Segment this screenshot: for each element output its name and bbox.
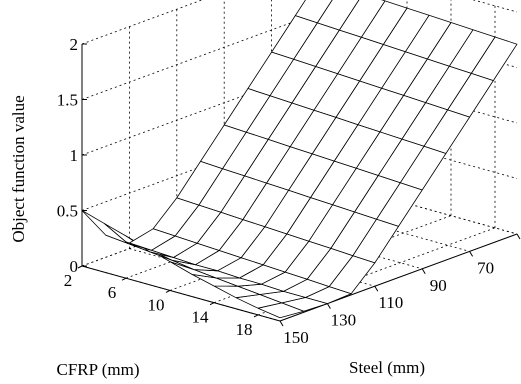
y-tick-mark (279, 320, 284, 327)
floor-gridline (257, 227, 496, 316)
tick-labels: 00.511.5226101418150130110907050 (57, 35, 521, 347)
floor-gridline (224, 213, 423, 270)
y-tick-mark (421, 268, 426, 275)
x-axis-line (81, 265, 281, 322)
x-tick-label: 2 (64, 271, 73, 290)
floor-gridline (318, 178, 518, 235)
left-wall-gridline (81, 0, 204, 45)
y-tick-mark (469, 251, 474, 257)
y-tick-label: 90 (430, 276, 447, 295)
y-axis-label: Steel (mm) (349, 358, 425, 377)
x-tick-label: 18 (236, 320, 253, 339)
y-tick-label: 130 (331, 311, 357, 330)
x-tick-label: 14 (192, 308, 210, 327)
x-tick-mark (77, 265, 83, 269)
y-tick-mark (374, 285, 379, 292)
back-wall-gridline (318, 67, 518, 124)
surface-cell (81, 210, 129, 244)
x-tick-mark (209, 302, 215, 306)
y-tick-label: 110 (378, 293, 403, 312)
y-tick-mark (326, 303, 331, 309)
surface-mesh (81, 0, 518, 319)
y-tick-mark (516, 233, 521, 240)
x-tick-label: 6 (108, 283, 117, 302)
x-axis-label: CFRP (mm) (57, 360, 140, 379)
z-tick-label: 1.5 (57, 91, 78, 110)
back-wall-gridline (318, 123, 518, 179)
z-tick-label: 0.5 (57, 202, 78, 221)
floor-gridline (271, 196, 470, 252)
x-tick-label: 10 (148, 295, 165, 314)
x-tick-mark (121, 277, 127, 281)
z-tick-label: 1 (70, 146, 79, 165)
z-tick-label: 0 (70, 257, 79, 276)
y-tick-label: 70 (477, 258, 494, 277)
back-wall-gridline (472, 0, 518, 13)
z-axis-label: Object function value (9, 95, 28, 242)
z-tick-label: 2 (70, 35, 79, 54)
left-wall-gridline (81, 12, 320, 100)
x-tick-mark (253, 314, 259, 318)
x-tick-mark (165, 289, 171, 293)
y-tick-label: 150 (283, 328, 309, 347)
